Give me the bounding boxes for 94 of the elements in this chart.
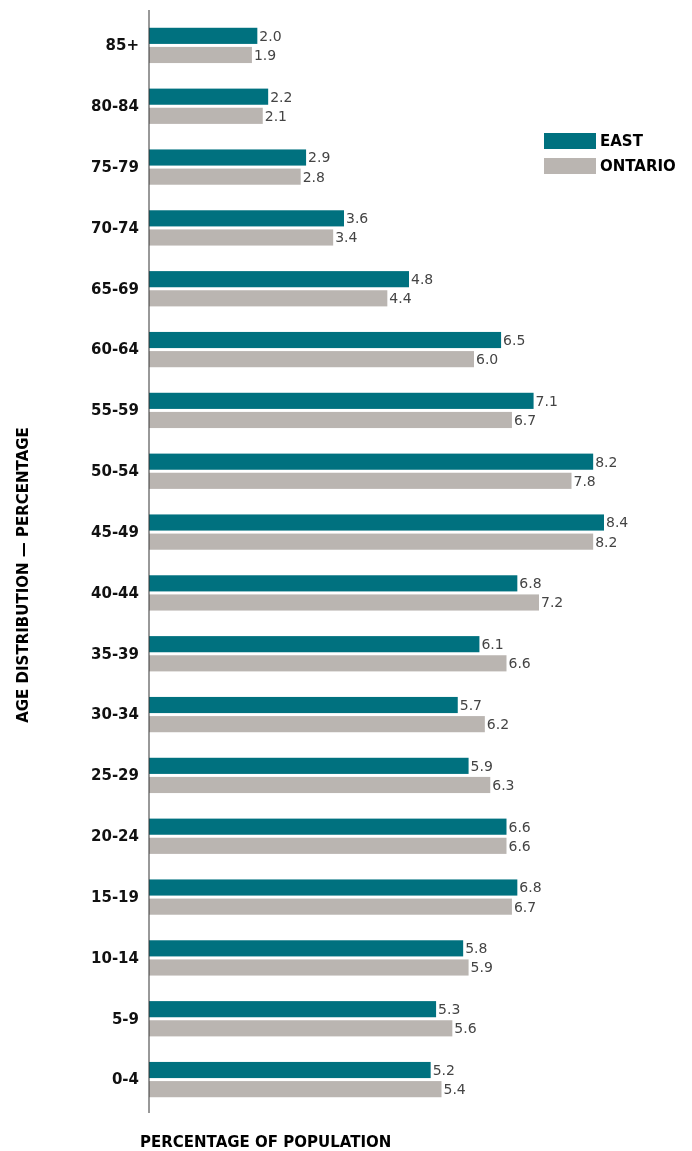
data-label: 8.4 [606,514,629,531]
y-tick-label: 10-14 [91,948,139,967]
y-tick-label: 40-44 [91,583,139,602]
bar [149,210,344,227]
data-label: 6.8 [519,879,542,896]
data-label: 4.4 [389,290,412,307]
bar [149,818,507,835]
data-label: 5.4 [443,1081,466,1098]
data-label: 1.9 [253,46,277,63]
y-tick-label: 45-49 [91,522,139,541]
bar [149,392,534,409]
y-tick-label: 0-4 [111,1070,139,1089]
data-label: 8.2 [595,453,618,470]
y-tick-label: 75-79 [91,157,139,176]
data-label: 6.8 [519,575,542,592]
bar [149,959,469,976]
bar [149,1081,442,1098]
data-label: 6.6 [508,837,531,854]
y-tick-label: 80-84 [91,97,139,116]
bar [149,776,491,794]
bar [149,940,464,957]
bar [149,46,252,64]
data-label: 2.8 [302,168,325,185]
data-label: 6.2 [486,716,510,733]
bar [149,837,507,854]
bar [149,696,458,714]
bar [149,271,409,288]
bar [149,898,512,915]
data-label: 2.0 [259,27,282,44]
bar [149,655,507,672]
data-label: 7.2 [541,594,564,611]
data-label: 3.6 [346,210,369,227]
bar [149,594,539,611]
bar [149,411,512,429]
y-axis-title: AGE DISTRIBUTION — PERCENTAGE [14,427,32,723]
bar [149,716,485,733]
data-label: 4.8 [411,271,434,288]
y-tick-label: 50-54 [91,462,139,481]
y-tick-label: 25-29 [91,766,139,785]
data-label: 6.5 [503,331,526,348]
y-tick-label: 5-9 [111,1009,139,1028]
bar [149,575,518,592]
data-label: 6.7 [513,411,537,428]
legend-label: EAST [600,132,644,151]
data-label: 6.1 [481,636,504,653]
data-label: 5.7 [459,696,483,713]
data-label: 2.9 [308,149,331,166]
data-label: 8.2 [595,533,618,550]
bar [149,149,307,166]
data-label: 2.1 [264,107,288,124]
bar [149,351,474,368]
y-tick-label: 15-19 [91,887,139,906]
y-tick-label: 70-74 [91,218,139,237]
y-tick-label: 35-39 [91,644,139,663]
data-label: 6.7 [513,898,537,915]
data-label: 2.2 [270,88,293,105]
data-label: 5.6 [454,1020,477,1037]
bar [149,27,258,44]
bar [149,514,604,531]
data-label: 6.0 [476,351,499,368]
data-label: 5.9 [470,757,493,774]
data-label: 6.6 [508,655,531,672]
bar [149,168,301,185]
bar [149,88,269,105]
legend-label: ONTARIO [600,157,676,176]
data-label: 5.8 [465,940,488,957]
data-label: 3.4 [335,229,358,246]
bar [149,1061,431,1079]
y-tick-label: 20-24 [91,827,139,846]
y-tick-label: 65-69 [91,279,139,298]
bar [149,107,263,124]
data-label: 7.8 [573,472,596,489]
data-label: 7.1 [535,392,558,409]
data-label: 5.3 [438,1001,461,1018]
bar [149,636,480,653]
bar [149,290,388,307]
bar [149,331,502,349]
y-tick-label: 30-34 [91,705,139,724]
bar [149,757,469,774]
y-tick-label: 85+ [105,36,139,55]
y-tick-label: 55-59 [91,401,139,420]
data-label: 5.2 [432,1061,455,1078]
bar [149,1020,453,1037]
bar [149,533,594,550]
x-axis-title: PERCENTAGE OF POPULATION [140,1133,392,1151]
data-label: 6.3 [492,776,515,793]
bar [149,453,594,470]
bar [149,472,572,489]
y-tick-label: 60-64 [91,340,139,359]
bar [149,229,334,246]
data-label: 5.9 [470,959,493,976]
bar [149,1001,437,1018]
bar [149,879,518,896]
data-label: 6.6 [508,818,531,835]
